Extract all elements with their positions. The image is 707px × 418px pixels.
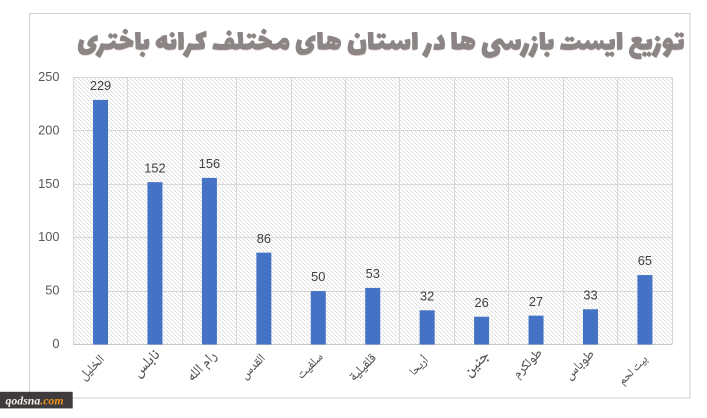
- svg-text:50: 50: [45, 283, 59, 298]
- svg-text:33: 33: [583, 287, 597, 302]
- svg-text:qodsna.com: qodsna.com: [6, 394, 64, 408]
- svg-text:0: 0: [52, 336, 59, 351]
- svg-text:250: 250: [38, 69, 59, 84]
- svg-text:150: 150: [38, 176, 59, 191]
- svg-text:32: 32: [420, 288, 434, 303]
- svg-text:156: 156: [199, 156, 220, 171]
- svg-text:65: 65: [638, 253, 652, 268]
- svg-text:86: 86: [257, 231, 271, 246]
- svg-text:100: 100: [38, 229, 59, 244]
- svg-text:152: 152: [144, 160, 165, 175]
- svg-text:229: 229: [90, 78, 111, 93]
- svg-text:200: 200: [38, 122, 59, 137]
- svg-text:53: 53: [366, 266, 380, 281]
- svg-text:26: 26: [474, 295, 488, 310]
- svg-text:27: 27: [529, 294, 543, 309]
- svg-text:50: 50: [311, 269, 325, 284]
